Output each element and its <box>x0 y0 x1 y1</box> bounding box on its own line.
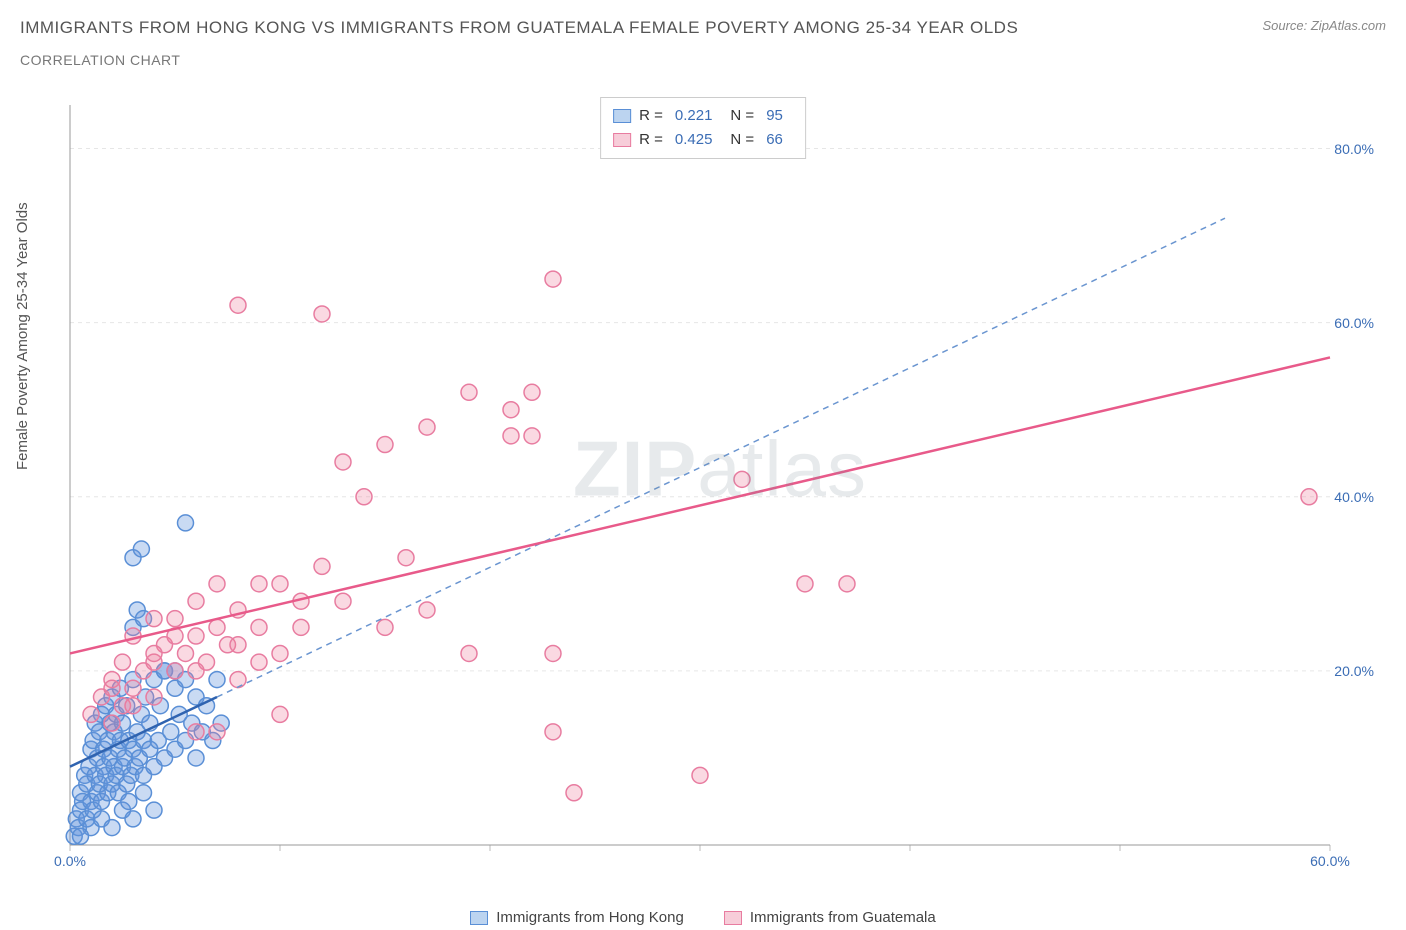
chart-subtitle: CORRELATION CHART <box>0 44 1406 68</box>
y-tick-label: 40.0% <box>1334 489 1374 505</box>
stats-legend-row: R =0.425 N =66 <box>613 128 793 152</box>
chart-title: IMMIGRANTS FROM HONG KONG VS IMMIGRANTS … <box>20 18 1018 38</box>
legend-item: Immigrants from Guatemala <box>724 909 936 926</box>
y-tick-label: 80.0% <box>1334 141 1374 157</box>
legend-swatch-icon <box>470 911 488 925</box>
legend-label: Immigrants from Hong Kong <box>496 909 684 926</box>
stats-legend-row: R =0.221 N =95 <box>613 104 793 128</box>
legend-swatch-icon <box>724 911 742 925</box>
source-attribution: Source: ZipAtlas.com <box>1262 18 1386 33</box>
legend-item: Immigrants from Hong Kong <box>470 909 684 926</box>
chart-plot-area: ZIPatlas 20.0%40.0%60.0%80.0% 0.0%60.0% <box>60 95 1380 875</box>
legend-label: Immigrants from Guatemala <box>750 909 936 926</box>
y-tick-label: 60.0% <box>1334 315 1374 331</box>
stats-legend: R =0.221 N =95 R =0.425 N =66 <box>600 97 806 159</box>
x-tick-label: 60.0% <box>1310 853 1350 869</box>
y-tick-label: 20.0% <box>1334 663 1374 679</box>
x-tick-label: 0.0% <box>54 853 86 869</box>
legend-swatch-icon <box>613 133 631 147</box>
series-legend: Immigrants from Hong Kong Immigrants fro… <box>0 909 1406 926</box>
legend-swatch-icon <box>613 109 631 123</box>
scatter-plot <box>60 95 1380 875</box>
y-axis-label: Female Poverty Among 25-34 Year Olds <box>14 202 31 470</box>
